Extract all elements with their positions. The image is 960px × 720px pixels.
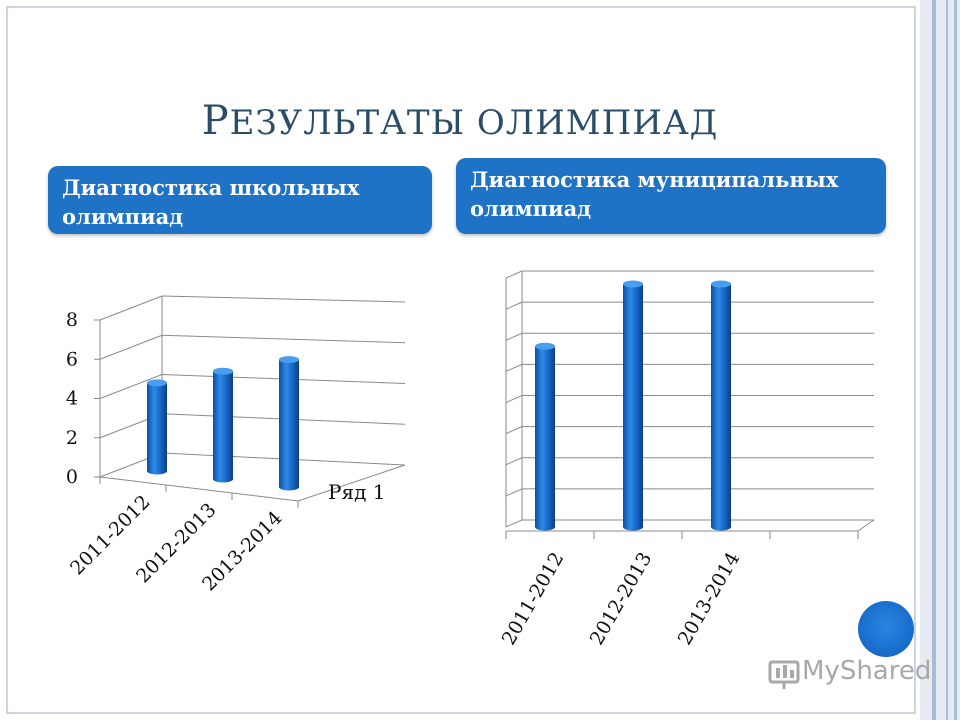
chart2-left-gridline — [505, 395, 523, 403]
chart1-left-gridline — [99, 334, 163, 360]
chart1-back-gridline — [161, 334, 406, 344]
chart2-bar — [535, 342, 555, 531]
chart2-category-label: 2013-2014 — [674, 549, 745, 649]
side-bar-stripe — [932, 0, 936, 720]
chart1-bar — [147, 379, 167, 475]
chart2-left-gridline — [505, 426, 523, 435]
chart1-back-gridline — [161, 295, 406, 303]
chart1-y-tick-label: 2 — [66, 427, 78, 449]
chart2-floor-side — [857, 519, 875, 532]
chart1-bar-top — [279, 356, 299, 364]
decorative-circle — [858, 601, 914, 657]
chart2-bar-body — [623, 284, 643, 531]
municipal-olympiad-header: Диагностика муниципальных олимпиад — [456, 158, 886, 234]
title-first-letter: Р — [201, 98, 230, 144]
right-side-bar — [920, 0, 960, 720]
chart2-category-label: 2011-2012 — [498, 549, 569, 649]
chart2-category-label: 2012-2013 — [586, 549, 657, 649]
logo-text: MyShared — [802, 656, 932, 686]
chart2-bar-top — [711, 280, 731, 288]
chart1-bar-top — [213, 367, 233, 375]
chart2-left-gridline — [505, 519, 523, 528]
chart1-grid — [94, 295, 406, 508]
chart2-left-gridline — [505, 363, 523, 372]
school-olympiad-header: Диагностика школьных олимпиад — [48, 166, 432, 234]
chart1-y-tick-label: 4 — [66, 388, 78, 410]
municipal-olympiad-header-text: Диагностика муниципальных олимпиад — [470, 167, 839, 221]
presentation-icon — [768, 660, 800, 689]
school-olympiad-header-text: Диагностика школьных олимпиад — [62, 175, 360, 229]
chart1-bars — [147, 356, 299, 491]
chart2-bar-top — [535, 342, 555, 350]
chart2-labels: 2011-2012 2012-2013 2013-2014 — [498, 549, 745, 649]
chart1-y-tick-label: 0 — [66, 466, 78, 488]
chart1-legend-label: Ряд 1 — [328, 480, 385, 504]
side-bar-stripe — [954, 0, 957, 720]
slide-title: РЕЗУЛЬТАТЫ ОЛИМПИАД — [0, 98, 920, 144]
title-rest: ЕЗУЛЬТАТЫ ОЛИМПИАД — [229, 103, 719, 143]
chart1-left-gridline — [99, 374, 163, 399]
chart1-bar — [213, 367, 233, 483]
chart2-left-gridline — [505, 488, 523, 497]
chart1-bar-body — [279, 359, 299, 491]
chart2-grid — [505, 270, 875, 539]
chart2-bar-top — [623, 280, 643, 288]
chart2-left-gridline — [505, 301, 523, 310]
chart1-bar-body — [147, 382, 167, 475]
chart2-bars — [535, 280, 731, 531]
chart1-y-tick-label: 8 — [66, 309, 78, 331]
chart2-bar — [711, 280, 731, 531]
chart2-left-gridline — [505, 332, 523, 341]
municipal-olympiad-chart: 2011-2012 2012-2013 2013-2014 — [498, 270, 875, 649]
chart1-bar — [279, 356, 299, 491]
chart1-bar-top — [147, 379, 167, 387]
chart1-left-gridline — [99, 295, 163, 321]
slide-frame — [6, 6, 916, 714]
side-bar-stripe — [946, 0, 948, 720]
chart1-bar-body — [213, 371, 233, 483]
chart2-bar-body — [711, 284, 731, 531]
chart2-bar-body — [535, 346, 555, 531]
chart1-y-tick-label: 6 — [66, 348, 78, 370]
chart2-left-gridline — [505, 270, 523, 279]
chart2-bar — [623, 280, 643, 531]
chart2-left-gridline — [505, 457, 523, 466]
